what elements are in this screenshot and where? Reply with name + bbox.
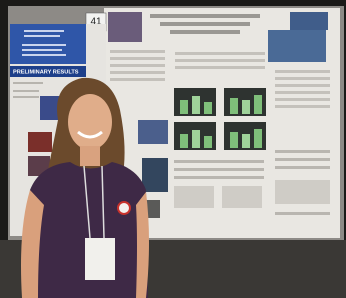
poster-photo xyxy=(290,12,328,30)
name-badge xyxy=(85,238,115,280)
poster-title-line xyxy=(160,22,250,26)
button-pin xyxy=(118,202,130,214)
left-poster-photo xyxy=(28,132,52,152)
poster-title-line xyxy=(150,14,260,18)
poster-photo xyxy=(138,120,168,144)
poster-photo xyxy=(268,30,326,62)
face xyxy=(68,94,112,150)
neck xyxy=(80,146,100,166)
photo: 41 PRELIMINARY RESULTS xyxy=(0,0,346,298)
poster-title-line xyxy=(170,30,240,34)
page: 41 PRELIMINARY RESULTS (() => { const da… xyxy=(0,0,346,298)
poster-photo xyxy=(108,12,142,42)
poster-photo xyxy=(142,158,168,192)
left-poster-section-heading: PRELIMINARY RESULTS xyxy=(13,69,79,75)
arm xyxy=(136,192,149,298)
